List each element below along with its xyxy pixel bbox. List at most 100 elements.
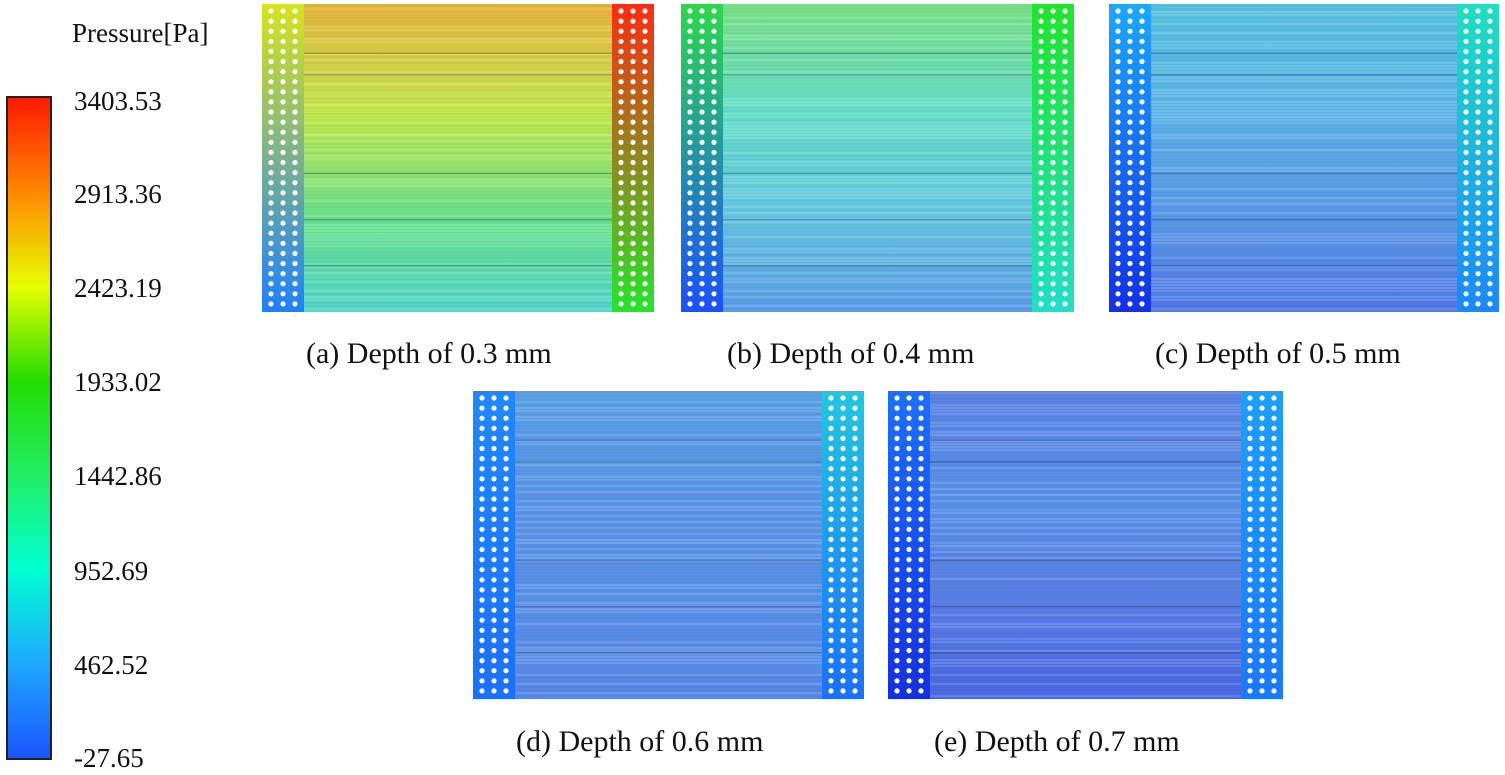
outlet-hole — [852, 506, 858, 512]
inlet-hole — [280, 119, 286, 125]
inlet-hole — [292, 159, 298, 166]
outlet-hole — [828, 577, 834, 583]
outlet-hole — [1050, 139, 1056, 145]
channel-field — [723, 4, 1032, 312]
outlet-hole — [852, 546, 858, 553]
outlet-hole — [1271, 516, 1277, 522]
inlet-hole — [491, 688, 497, 694]
outlet-hole — [1038, 38, 1044, 44]
outlet-hole — [1271, 617, 1277, 623]
outlet-hole — [1062, 28, 1068, 34]
inlet-hole — [268, 48, 274, 55]
inlet-hole — [479, 435, 485, 441]
inlet-hole — [280, 200, 286, 206]
outlet-hole — [630, 48, 636, 55]
outlet-hole — [1247, 405, 1253, 411]
outlet-hole — [1271, 627, 1277, 633]
inlet-hole — [687, 48, 693, 55]
outlet-hole — [1463, 271, 1469, 277]
inlet-hole — [503, 516, 509, 522]
inlet-hole — [280, 281, 286, 287]
outlet-hole — [1487, 220, 1493, 226]
inlet-hole — [1115, 159, 1121, 166]
outlet-hole — [840, 587, 846, 593]
inlet-hole — [1127, 48, 1133, 55]
inlet-hole — [280, 230, 286, 236]
outlet-hole — [1050, 301, 1056, 307]
outlet-hole — [1259, 627, 1265, 633]
inlet-hole — [503, 466, 509, 472]
outlet-hole — [1487, 149, 1493, 155]
inlet-hole — [491, 627, 497, 633]
outlet-hole — [618, 220, 624, 226]
inlet-hole — [711, 109, 717, 115]
outlet-hole — [1062, 8, 1068, 14]
inlet-hole — [906, 597, 912, 603]
inlet-hole — [280, 18, 286, 24]
outlet-hole — [1259, 688, 1265, 694]
outlet-hole — [1259, 486, 1265, 492]
outlet-hole — [828, 526, 834, 532]
outlet-hole — [1271, 486, 1277, 492]
inlet-hole — [699, 109, 705, 115]
outlet-hole — [1038, 129, 1044, 135]
inlet-hole — [1139, 149, 1145, 155]
outlet-hole — [642, 200, 648, 206]
pressure-contour-panel-c — [1109, 4, 1499, 312]
inlet-hole — [894, 526, 900, 532]
inlet-hole — [268, 260, 274, 267]
outlet-hole — [1259, 587, 1265, 593]
outlet-hole — [1062, 48, 1068, 55]
outlet-hole — [1475, 28, 1481, 34]
inlet-hole — [699, 190, 705, 196]
outlet-hole — [1271, 678, 1277, 684]
inlet-hole — [906, 516, 912, 522]
inlet-hole — [918, 678, 924, 684]
outlet-hole — [828, 617, 834, 623]
inlet-hole — [292, 38, 298, 44]
outlet-hole — [1062, 119, 1068, 125]
inlet-hole — [1115, 240, 1121, 246]
inlet-hole — [906, 466, 912, 472]
outlet-hole — [630, 260, 636, 267]
outlet-hole — [1487, 200, 1493, 206]
inlet-hole — [491, 577, 497, 583]
inlet-hole — [918, 445, 924, 452]
inlet-hole — [503, 476, 509, 482]
outlet-hole — [1463, 119, 1469, 125]
inlet-hole — [687, 250, 693, 256]
outlet-hole — [1050, 170, 1056, 176]
inlet-hole — [894, 395, 900, 401]
inlet-hole — [268, 159, 274, 166]
inlet-hole — [699, 69, 705, 75]
inlet-hole — [906, 415, 912, 421]
inlet-hole — [1115, 260, 1121, 267]
inlet-manifold — [681, 4, 723, 312]
outlet-hole — [1475, 139, 1481, 145]
outlet-hole — [852, 466, 858, 472]
outlet-hole — [1062, 139, 1068, 145]
outlet-hole — [1271, 587, 1277, 593]
outlet-hole — [1247, 476, 1253, 482]
pressure-colorbar — [6, 96, 52, 760]
inlet-hole — [503, 536, 509, 542]
outlet-manifold — [1032, 4, 1074, 312]
outlet-hole — [642, 250, 648, 256]
outlet-hole — [1463, 28, 1469, 34]
inlet-hole — [906, 668, 912, 674]
outlet-hole — [1038, 271, 1044, 277]
inlet-hole — [906, 678, 912, 684]
inlet-hole — [1127, 281, 1133, 287]
outlet-hole — [852, 496, 858, 502]
inlet-hole — [491, 658, 497, 664]
inlet-hole — [479, 445, 485, 452]
outlet-hole — [840, 516, 846, 522]
inlet-hole — [1127, 230, 1133, 236]
outlet-hole — [642, 129, 648, 135]
inlet-hole — [687, 119, 693, 125]
inlet-hole — [280, 79, 286, 85]
inlet-hole — [503, 486, 509, 492]
inlet-hole — [687, 8, 693, 14]
outlet-hole — [1259, 415, 1265, 421]
outlet-hole — [1062, 149, 1068, 155]
